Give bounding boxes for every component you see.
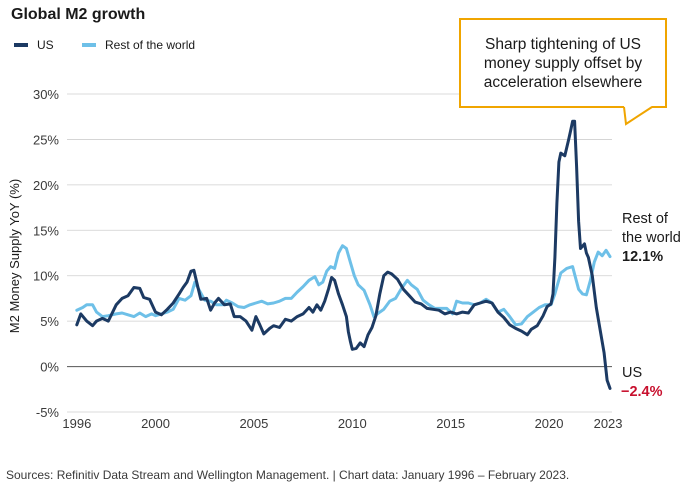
series-line-rest-of-world	[75, 244, 612, 327]
rest-of-world-end-value: 12.1%	[622, 249, 663, 265]
chart-title: Global M2 growth	[11, 6, 146, 23]
y-tick-label: 25%	[33, 132, 59, 147]
y-tick-label: 5%	[40, 314, 59, 329]
legend-swatch-us	[14, 43, 28, 47]
callout-text: Sharp tightening of US money supply offs…	[483, 36, 643, 91]
source-note: Sources: Refinitiv Data Stream and Welli…	[6, 468, 570, 482]
y-tick-label: 15%	[33, 223, 59, 238]
y-tick-labels: -5% 0% 5% 10% 15% 20% 25% 30%	[33, 87, 59, 420]
x-tick-label: 2020	[535, 416, 564, 431]
x-tick-label: 2015	[436, 416, 465, 431]
legend-item-us: US	[14, 38, 54, 52]
x-tick-label: 2023	[594, 416, 623, 431]
legend-swatch-rest-of-world	[82, 43, 96, 47]
rest-of-world-end-label-line1: Rest of	[622, 211, 669, 227]
us-end-label: US	[622, 365, 642, 381]
legend-label-us: US	[37, 38, 54, 52]
series-lines	[75, 119, 612, 390]
x-tick-label: 1996	[62, 416, 91, 431]
y-tick-label: -5%	[36, 405, 60, 420]
y-axis-label: M2 Money Supply YoY (%)	[7, 179, 22, 333]
x-tick-label: 2000	[141, 416, 170, 431]
y-tick-label: 0%	[40, 360, 59, 375]
legend-label-rest-of-world: Rest of the world	[105, 38, 196, 52]
y-tick-label: 30%	[33, 87, 59, 102]
y-tick-label: 10%	[33, 269, 59, 284]
rest-of-world-end-label-line2: the world	[622, 230, 681, 246]
y-tick-label: 20%	[33, 178, 59, 193]
callout-box: Sharp tightening of US money supply offs…	[459, 18, 667, 108]
legend-item-rest-of-world: Rest of the world	[82, 38, 195, 52]
x-tick-label: 2005	[239, 416, 268, 431]
us-end-value: −2.4%	[621, 384, 663, 400]
x-tick-label: 2010	[338, 416, 367, 431]
series-line-us	[75, 119, 612, 390]
x-tick-labels: 1996 2000 2005 2010 2015 2020 2023	[62, 416, 622, 431]
